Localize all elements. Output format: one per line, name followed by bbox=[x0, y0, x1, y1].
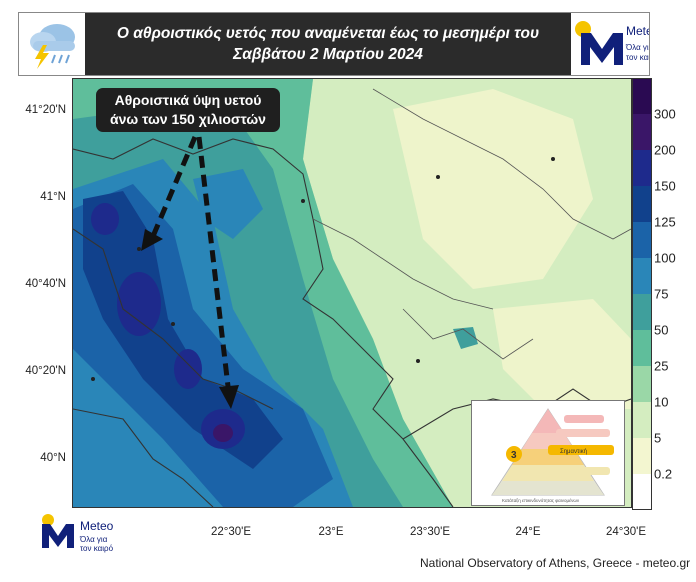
colorbar-label: 50 bbox=[654, 322, 669, 338]
colorbar-swatch bbox=[632, 78, 652, 115]
rain-cloud-lightning-icon bbox=[30, 24, 75, 69]
lon-label-24: 24°E bbox=[515, 526, 541, 538]
inset-level-number: 3 bbox=[511, 450, 517, 461]
colorbar-swatch bbox=[632, 114, 652, 151]
colorbar-label: 200 bbox=[654, 142, 676, 158]
meteo-logo: Meteo Όλα για τον καιρό bbox=[575, 21, 649, 65]
colorbar-label: 0.2 bbox=[654, 466, 673, 482]
lat-label-40-40: 40°40'N bbox=[25, 278, 66, 290]
precipitation-map bbox=[72, 78, 632, 508]
inset-level-label: Σημαντική bbox=[560, 448, 587, 455]
risk-pyramid-inset: 3 Σημαντική Κατάταξη επικινδυνότητας φαι… bbox=[471, 400, 625, 506]
lon-label-23: 23°E bbox=[318, 526, 344, 538]
colorbar-swatch bbox=[632, 438, 652, 475]
footer-credit: National Observatory of Athens, Greece -… bbox=[420, 556, 691, 570]
inset-caption: Κατάταξη επικινδυνότητας φαινομένων bbox=[502, 497, 580, 503]
colorbar-swatch bbox=[632, 330, 652, 367]
colorbar-label: 75 bbox=[654, 286, 669, 302]
logo-tagline-2: τον καιρό bbox=[626, 53, 649, 62]
colorbar-label: 5 bbox=[654, 430, 662, 446]
footer-logo-brand: Meteo bbox=[80, 519, 114, 533]
lon-label-23-30: 23°30'E bbox=[409, 526, 451, 538]
logo-brand: Meteo bbox=[626, 24, 649, 38]
footer-logo-tagline-2: τον καιρό bbox=[80, 544, 114, 553]
title-line-1: Ο αθροιστικός υετός που αναμένεται έως τ… bbox=[116, 25, 540, 42]
logo-tagline-1: Όλα για bbox=[625, 43, 649, 52]
colorbar-swatch bbox=[632, 402, 652, 439]
risk-pyramid-icon: 3 Σημαντική Κατάταξη επικινδυνότητας φαι… bbox=[491, 408, 614, 503]
colorbar-swatch bbox=[632, 366, 652, 403]
colorbar-label: 100 bbox=[654, 250, 676, 266]
rain-callout: Αθροιστικά ύψη υετού άνω των 150 χιλιοστ… bbox=[96, 88, 280, 132]
page-title: Ο αθροιστικός υετός που αναμένεται έως τ… bbox=[85, 13, 571, 75]
colorbar-swatch bbox=[632, 150, 652, 187]
callout-line-2: άνω των 150 χιλιοστών bbox=[110, 111, 266, 127]
colorbar-swatch bbox=[632, 186, 652, 223]
lat-label-40-20: 40°20'N bbox=[25, 365, 66, 377]
callout-line-1: Αθροιστικά ύψη υετού bbox=[114, 92, 262, 108]
colorbar-label: 125 bbox=[654, 214, 676, 230]
lon-label-24-30: 24°30'E bbox=[605, 526, 647, 538]
lat-label-41-20: 41°20'N bbox=[25, 104, 66, 116]
footer-meteo-logo: Meteo Όλα για τον καιρό bbox=[42, 514, 114, 553]
colorbar-swatch bbox=[632, 294, 652, 331]
lat-label-40: 40°N bbox=[40, 452, 66, 464]
colorbar-label: 10 bbox=[654, 394, 669, 410]
footer-logo-tagline-1: Όλα για bbox=[79, 535, 108, 544]
colorbar-swatch bbox=[632, 474, 652, 510]
colorbar bbox=[632, 78, 652, 510]
header-banner: Ο αθροιστικός υετός που αναμένεται έως τ… bbox=[18, 12, 650, 76]
colorbar-label: 150 bbox=[654, 178, 676, 194]
colorbar-label: 300 bbox=[654, 106, 676, 122]
colorbar-label: 25 bbox=[654, 358, 669, 374]
title-line-2: Σαββάτου 2 Μαρτίου 2024 bbox=[233, 46, 423, 63]
map-canvas bbox=[73, 79, 631, 507]
lon-label-22-30: 22°30'E bbox=[210, 526, 252, 538]
colorbar-swatch bbox=[632, 222, 652, 259]
lat-label-41: 41°N bbox=[40, 191, 66, 203]
colorbar-swatch bbox=[632, 258, 652, 295]
colorbar-outline bbox=[632, 78, 652, 510]
